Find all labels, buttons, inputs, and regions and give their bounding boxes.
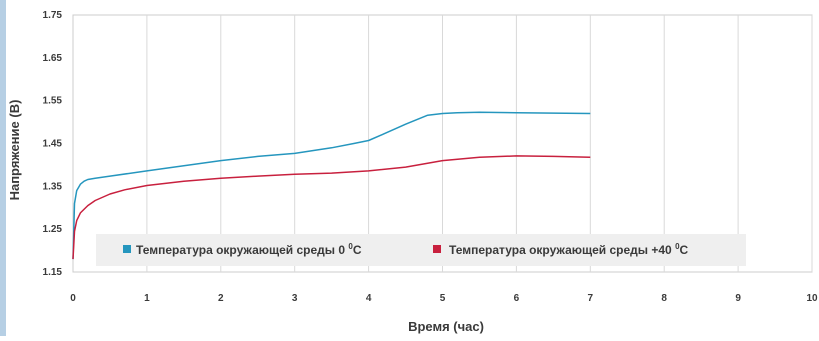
- y-tick-label: 1.55: [43, 96, 63, 107]
- y-axis-label: Напряжение (В): [7, 100, 22, 201]
- x-tick-label: 10: [806, 293, 818, 304]
- y-tick-label: 1.45: [43, 139, 63, 150]
- x-tick-label: 3: [292, 293, 298, 304]
- x-tick-label: 0: [70, 293, 76, 304]
- legend-swatch-1: [123, 245, 131, 253]
- x-tick-label: 2: [218, 293, 224, 304]
- legend: Температура окружающей среды 0 0C Темпер…: [96, 234, 746, 266]
- x-tick-label: 1: [144, 293, 150, 304]
- series-line-1: [72, 111, 591, 260]
- series-lines: [72, 111, 591, 260]
- legend-label-2: Температура окружающей среды +40 0C: [449, 242, 689, 257]
- grid-lines: [146, 15, 813, 272]
- x-tick-label: 5: [440, 293, 446, 304]
- y-tick-label: 1.25: [43, 224, 63, 235]
- legend-swatch-2: [433, 245, 441, 253]
- series-line-2: [72, 155, 591, 260]
- tick-labels: 0 1 2 3 4 5 6 7 8 9 10 1.15 1.25 1.35 1.45 1.55 1.65 1.75: [43, 10, 818, 304]
- legend-box: [96, 234, 746, 266]
- x-tick-label: 6: [514, 293, 520, 304]
- x-tick-label: 4: [366, 293, 372, 304]
- x-tick-label: 9: [735, 293, 741, 304]
- legend-item-series-2: Температура окружающей среды +40 0C: [433, 242, 689, 257]
- y-tick-label: 1.75: [43, 10, 63, 21]
- x-tick-label: 8: [661, 293, 667, 304]
- left-border-strip: [0, 0, 6, 336]
- legend-item-series-1: Температура окружающей среды 0 0C: [123, 242, 362, 257]
- x-tick-label: 7: [588, 293, 594, 304]
- x-axis-label: Время (час): [408, 319, 484, 334]
- y-tick-label: 1.35: [43, 181, 63, 192]
- y-tick-label: 1.15: [43, 267, 63, 278]
- y-tick-label: 1.65: [43, 53, 63, 64]
- legend-label-1: Температура окружающей среды 0 0C: [136, 242, 362, 257]
